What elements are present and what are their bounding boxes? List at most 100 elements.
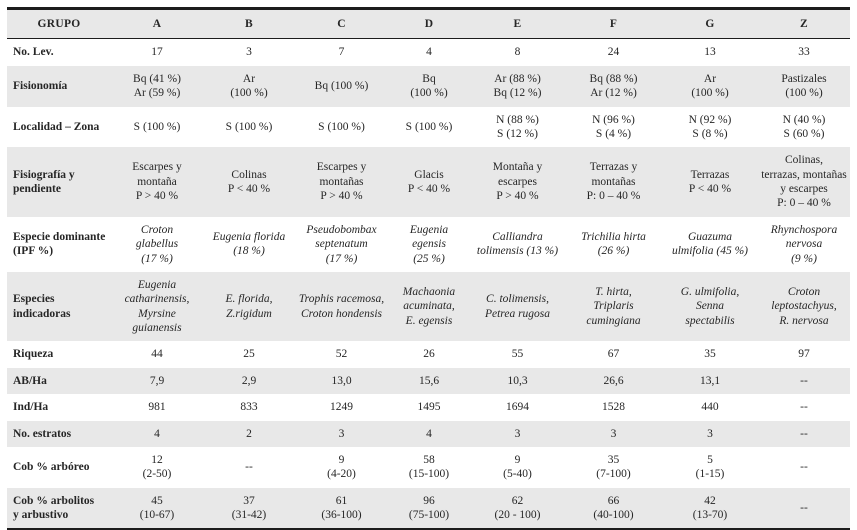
- table-row: Ind/Ha 981 833 1249 1495 1694 1528 440 --: [7, 394, 850, 420]
- table-cell: Calliandra tolimensis (13 %): [476, 230, 559, 258]
- row-label: AB/Ha: [13, 374, 47, 387]
- table-cell: 17: [151, 46, 163, 59]
- table-cell: 9 (4-20): [327, 453, 356, 481]
- table-cell: 3: [514, 427, 521, 440]
- table-cell: 26,6: [603, 374, 624, 387]
- table-cell: 96 (75-100): [408, 494, 450, 521]
- table-cell: 4: [426, 427, 432, 440]
- vegetation-groups-table: GRUPO A B C D E F G Z No. Lev. 17 3 7 4 8 24 13 33 Fision…: [7, 7, 850, 530]
- table-row: Riqueza 44 25 52 26 55 67 35 97: [7, 341, 850, 367]
- table-cell: T. hirta, Triplaris cumingiana: [586, 286, 641, 327]
- table-cell: Eugenia egensis (25 %): [409, 223, 449, 265]
- table-body: No. Lev. 17 3 7 4 8 24 13 33 Fisionomía Bq (41 %) …: [7, 39, 850, 530]
- table-cell: 52: [335, 348, 348, 361]
- table-cell: Pseudobombax septenatum (17 %): [306, 223, 377, 265]
- table-cell: S (100 %): [133, 120, 181, 133]
- table-cell: Machaonia acuminata, E. egensis: [402, 286, 456, 327]
- table-cell: Croton glabellus (17 %): [135, 223, 179, 265]
- table-cell: Terrazas P < 40 %: [688, 168, 732, 195]
- table-cell: Eugenia florida (18 %): [212, 230, 286, 258]
- table-cell: Bq (88 %) Ar (12 %): [589, 72, 638, 100]
- table-cell: 35 (7-100): [596, 453, 631, 481]
- table-cell: Colinas, terrazas, montañas y escarpes P…: [761, 154, 847, 210]
- table-cell: Bq (100 %): [314, 79, 369, 92]
- table-cell: 3: [610, 427, 617, 440]
- table-cell: 2,9: [241, 374, 257, 387]
- header-grupo: GRUPO: [37, 18, 81, 30]
- table-cell: 62 (20 - 100): [494, 494, 541, 521]
- table-cell: Trophis racemosa, Croton hondensis: [298, 293, 385, 320]
- table-cell: Eugenia catharinensis, Myrsine guianensi…: [124, 278, 190, 334]
- table-cell: Ar (88 %) Bq (12 %): [493, 72, 542, 100]
- header-col-G: G: [705, 18, 715, 30]
- table-cell: 833: [240, 401, 258, 414]
- table-cell: 25: [243, 348, 255, 361]
- table-row: Localidad – Zona S (100 %) S (100 %) S (100…: [7, 107, 850, 148]
- header-col-Z: Z: [800, 18, 808, 30]
- table-cell: 1495: [417, 401, 441, 414]
- table-cell: 66 (40-100): [593, 494, 634, 521]
- table-row: Fisiografía y pendiente Escarpes y montañ…: [7, 147, 850, 217]
- table-cell: Ar (100 %): [691, 72, 729, 100]
- row-label: Ind/Ha: [13, 401, 49, 414]
- table-cell: 61 (36-100): [321, 494, 362, 521]
- table-cell: Ar (100 %): [230, 72, 268, 100]
- row-label: Cob % arbóreo: [13, 461, 90, 474]
- table-cell: 13,1: [699, 374, 721, 387]
- table-cell: N (92 %) S (8 %): [688, 113, 732, 140]
- table-cell: 24: [607, 46, 620, 59]
- header-col-D: D: [424, 18, 434, 30]
- table-cell: 4: [426, 46, 432, 59]
- table-cell: --: [800, 461, 808, 474]
- table-cell: 3: [338, 427, 345, 440]
- table-cell: Bq (100 %): [410, 72, 448, 100]
- table-cell: 8: [514, 46, 521, 59]
- table-cell: 981: [148, 401, 166, 414]
- table-cell: 7,9: [149, 374, 165, 387]
- table-cell: 12 (2-50): [142, 453, 172, 481]
- table-cell: 55: [511, 348, 524, 361]
- table-row: Cob % arbóreo 12 (2-50) -- 9 (4-20) 58 (15-1…: [7, 447, 850, 488]
- table-cell: 3: [707, 427, 713, 440]
- table-cell: Rhynchospora nervosa (9 %): [770, 223, 838, 265]
- row-label: Especie dominante (IPF %): [13, 230, 106, 258]
- table-row: Fisionomía Bq (41 %) Ar (59 %) Ar (100 %) B…: [7, 65, 850, 107]
- table-cell: --: [800, 427, 808, 440]
- table-cell: 97: [798, 348, 810, 361]
- row-label: No. estratos: [13, 427, 72, 440]
- row-label: Cob % arbolitos y arbustivo: [13, 494, 95, 521]
- table-cell: 35: [704, 348, 716, 361]
- table-cell: 3: [246, 46, 252, 59]
- table-cell: Croton leptostachyus, R. nervosa: [771, 286, 837, 327]
- table-cell: N (96 %) S (4 %): [592, 113, 635, 140]
- table-cell: 7: [338, 46, 345, 59]
- header-col-E: E: [513, 18, 522, 30]
- table-cell: --: [800, 501, 808, 514]
- table-cell: 1249: [330, 401, 353, 414]
- table-cell: 26: [423, 348, 435, 361]
- header-col-F: F: [609, 18, 618, 30]
- table-cell: 13,0: [331, 374, 352, 387]
- table-cell: 33: [798, 46, 810, 59]
- table-cell: Escarpes y montañas P > 40 %: [316, 161, 367, 203]
- table-cell: S (100 %): [318, 120, 365, 133]
- row-label: Especies indicadoras: [13, 293, 71, 320]
- table-cell: Colinas P < 40 %: [227, 168, 271, 195]
- header-col-C: C: [337, 18, 346, 30]
- table-cell: 58 (15-100): [408, 453, 450, 481]
- table-cell: Bq (41 %) Ar (59 %): [133, 72, 181, 100]
- table-cell: Escarpes y montaña P > 40 %: [132, 161, 182, 203]
- table-cell: Glacis P < 40 %: [407, 168, 451, 195]
- table-cell: Montaña y escarpes P > 40 %: [492, 161, 543, 203]
- table-container: GRUPO A B C D E F G Z No. Lev. 17 3 7 4 8 24 13 33 Fision…: [7, 7, 850, 530]
- table-cell: N (88 %) S (12 %): [496, 113, 539, 140]
- row-label: Fisionomía: [13, 79, 68, 92]
- table-cell: E. florida, Z.rigidum: [225, 293, 273, 320]
- table-cell: 67: [607, 348, 620, 361]
- table-cell: 10,3: [507, 374, 528, 387]
- table-row: No. Lev. 17 3 7 4 8 24 13 33: [7, 39, 850, 66]
- table-cell: 1694: [506, 401, 529, 414]
- table-cell: S (100 %): [225, 120, 273, 133]
- table-cell: --: [245, 461, 253, 474]
